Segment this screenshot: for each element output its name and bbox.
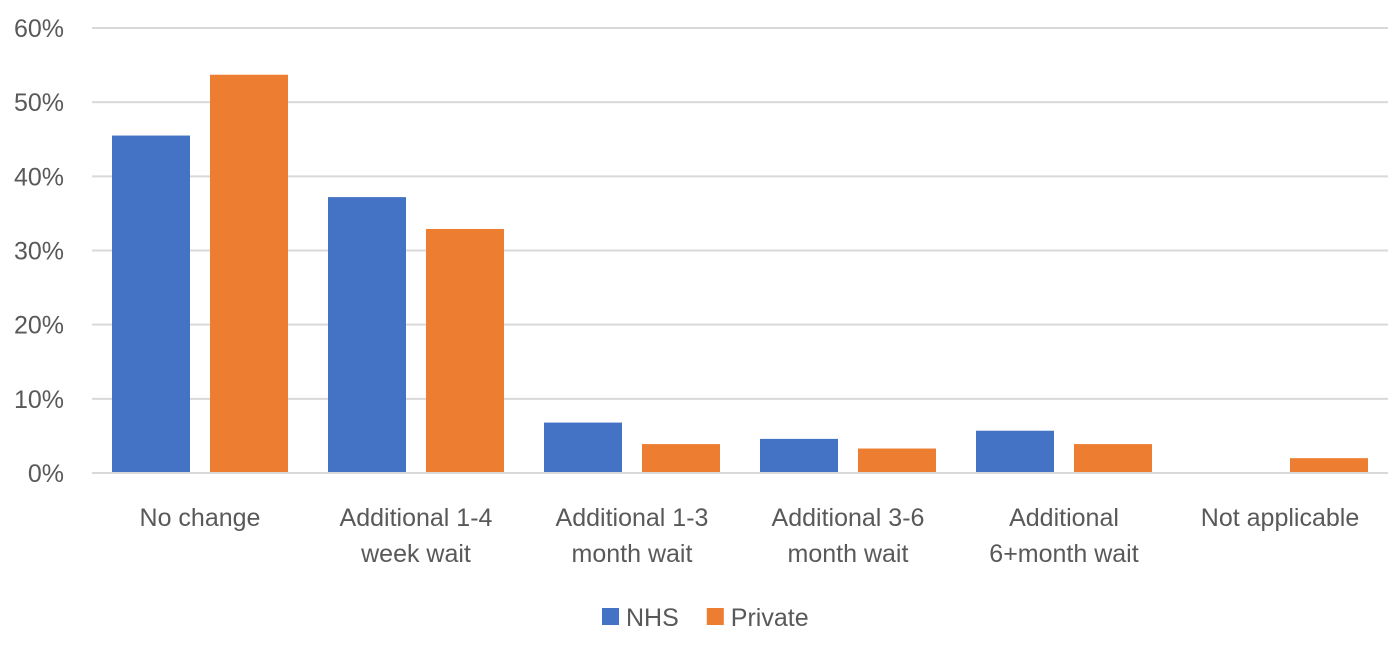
y-tick-label: 30% (14, 238, 64, 266)
gridlines (92, 27, 1388, 400)
bar-private (1290, 458, 1368, 473)
legend-label-private: Private (731, 604, 809, 632)
bar-private (858, 448, 936, 473)
category-label: week wait (360, 540, 471, 568)
y-tick-label: 40% (14, 163, 64, 191)
bar-nhs (112, 135, 190, 473)
y-tick-label: 60% (14, 15, 64, 43)
category-label: month wait (788, 540, 909, 568)
bar-private (426, 228, 504, 473)
bar-nhs (976, 430, 1054, 473)
bar-private (210, 74, 288, 473)
category-label: 6+month wait (989, 540, 1138, 568)
legend: NHS Private (602, 604, 809, 632)
bar-private (1074, 444, 1152, 473)
category-label: Additional 3-6 (772, 504, 925, 532)
category-label: Additional 1-4 (340, 504, 493, 532)
y-tick-label: 50% (14, 89, 64, 117)
category-label: No change (140, 504, 261, 532)
y-tick-label: 0% (28, 460, 64, 488)
category-label: Additional (1009, 504, 1119, 532)
bar-nhs (544, 422, 622, 473)
bar-nhs (760, 438, 838, 473)
bar-private (642, 444, 720, 473)
category-label: month wait (572, 540, 693, 568)
legend-label-nhs: NHS (626, 604, 679, 632)
y-axis-ticks: 0% 10% 20% 30% 40% 50% 60% (14, 15, 64, 488)
category-label: Not applicable (1201, 504, 1359, 532)
legend-swatch-nhs (602, 608, 619, 625)
y-tick-label: 20% (14, 312, 64, 340)
x-axis-categories: No change Additional 1-4 week wait Addition… (140, 504, 1360, 568)
bar-nhs (328, 197, 406, 473)
category-label: Additional 1-3 (556, 504, 709, 532)
y-tick-label: 10% (14, 386, 64, 414)
bars (112, 74, 1368, 473)
legend-swatch-private (706, 608, 724, 625)
